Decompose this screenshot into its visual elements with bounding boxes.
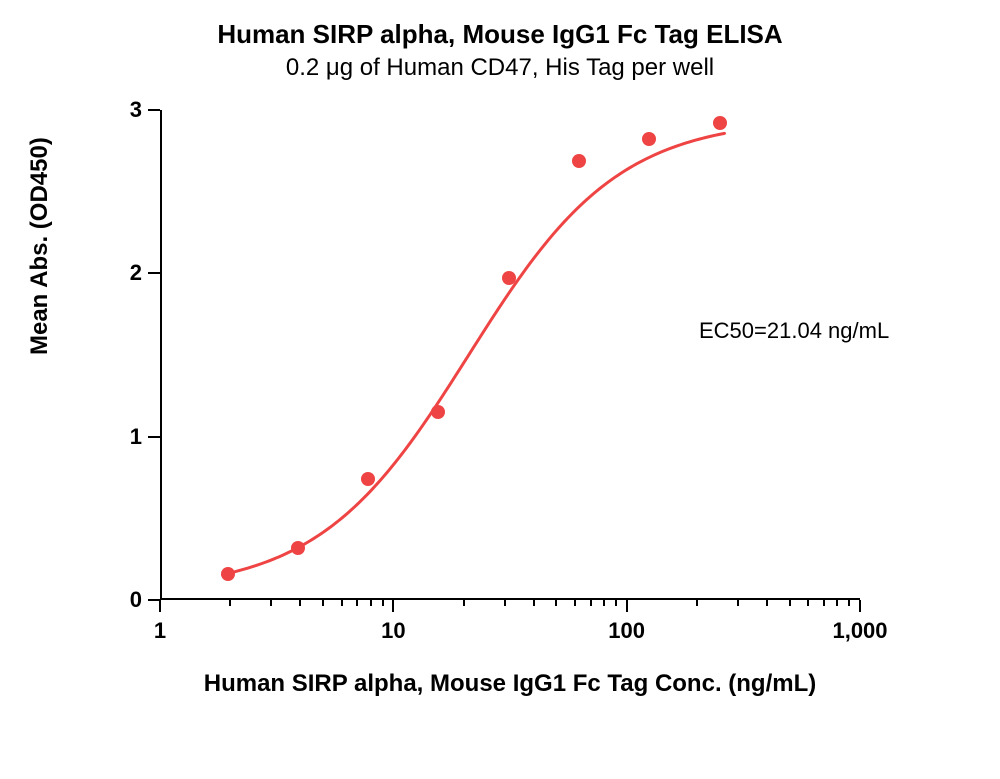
x-minor-tick bbox=[555, 600, 557, 606]
x-minor-tick bbox=[590, 600, 592, 606]
x-minor-tick bbox=[574, 600, 576, 606]
x-minor-tick bbox=[603, 600, 605, 606]
x-minor-tick bbox=[463, 600, 465, 606]
chart-container: Human SIRP alpha, Mouse IgG1 Fc Tag ELIS… bbox=[0, 0, 1000, 779]
data-point bbox=[572, 154, 586, 168]
x-minor-tick bbox=[807, 600, 809, 606]
y-tick bbox=[148, 109, 160, 111]
x-minor-tick bbox=[823, 600, 825, 606]
x-minor-tick bbox=[533, 600, 535, 606]
x-minor-tick bbox=[737, 600, 739, 606]
fit-curve bbox=[0, 0, 1000, 779]
x-minor-tick bbox=[370, 600, 372, 606]
x-minor-tick bbox=[789, 600, 791, 606]
x-minor-tick bbox=[270, 600, 272, 606]
y-tick-label: 3 bbox=[130, 97, 142, 123]
data-point bbox=[221, 567, 235, 581]
x-minor-tick bbox=[382, 600, 384, 606]
x-tick bbox=[392, 600, 394, 612]
x-minor-tick bbox=[322, 600, 324, 606]
data-point bbox=[431, 405, 445, 419]
x-minor-tick bbox=[299, 600, 301, 606]
x-minor-tick bbox=[341, 600, 343, 606]
y-tick-label: 2 bbox=[130, 260, 142, 286]
x-minor-tick bbox=[615, 600, 617, 606]
x-tick bbox=[159, 600, 161, 612]
x-tick-label: 100 bbox=[608, 618, 645, 644]
data-point bbox=[291, 541, 305, 555]
x-tick-label: 1 bbox=[154, 618, 166, 644]
x-minor-tick bbox=[836, 600, 838, 606]
data-point bbox=[361, 472, 375, 486]
data-point bbox=[502, 271, 516, 285]
y-tick bbox=[148, 436, 160, 438]
x-minor-tick bbox=[848, 600, 850, 606]
x-minor-tick bbox=[504, 600, 506, 606]
data-point bbox=[713, 116, 727, 130]
x-minor-tick bbox=[356, 600, 358, 606]
x-tick-label: 10 bbox=[381, 618, 405, 644]
x-tick bbox=[626, 600, 628, 612]
x-tick-label: 1,000 bbox=[832, 618, 887, 644]
fit-curve-path bbox=[222, 133, 724, 574]
x-tick bbox=[859, 600, 861, 612]
x-minor-tick bbox=[229, 600, 231, 606]
x-minor-tick bbox=[766, 600, 768, 606]
x-minor-tick bbox=[696, 600, 698, 606]
y-tick-label: 1 bbox=[130, 424, 142, 450]
data-point bbox=[642, 132, 656, 146]
y-tick bbox=[148, 272, 160, 274]
y-tick-label: 0 bbox=[130, 587, 142, 613]
